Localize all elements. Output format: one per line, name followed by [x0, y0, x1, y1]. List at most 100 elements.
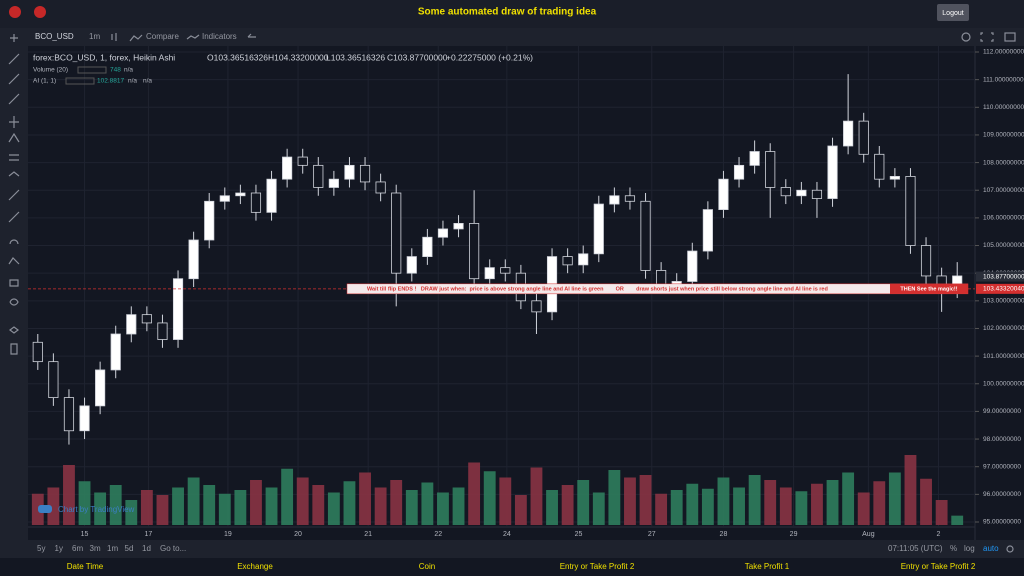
period[interactable]: 5y: [37, 544, 45, 553]
candle-body: [531, 300, 542, 313]
header-bar: [0, 0, 1024, 28]
legend-volume-value: 748: [110, 67, 121, 74]
watermark[interactable]: Chart by TradingView: [58, 505, 135, 514]
y-tick-label: 111.00000000: [983, 76, 1024, 83]
candle-body: [32, 341, 43, 363]
candle-body: [765, 151, 776, 188]
volume-bar: [437, 492, 449, 525]
period[interactable]: 3m: [90, 544, 101, 553]
legend-change: +0.22275000 (+0.21%): [446, 52, 533, 62]
candle-body: [640, 200, 651, 271]
candle-body: [500, 267, 511, 274]
y-tick-label: 105.00000000: [983, 242, 1024, 249]
candle-body: [235, 192, 246, 197]
legend-buttons[interactable]: [65, 77, 95, 85]
volume-bar: [250, 480, 262, 525]
footer-labels: Date Time Exchange Coin Entry or Take Profi…: [67, 562, 976, 571]
period[interactable]: 6m: [72, 544, 83, 553]
candle-body: [484, 267, 495, 280]
compare[interactable]: Compare: [146, 32, 179, 41]
icon[interactable]: [1004, 32, 1016, 42]
volume-bar: [452, 487, 465, 525]
x-tick-label: 24: [503, 531, 511, 538]
candle-body: [624, 195, 636, 202]
volume-bar: [218, 493, 231, 525]
candle-body: [172, 278, 184, 340]
icon[interactable]: [961, 32, 971, 42]
volume-bar: [265, 487, 278, 525]
candle-body: [858, 120, 869, 155]
volume-bar: [31, 493, 44, 525]
symbol[interactable]: BCO_USD: [35, 32, 74, 41]
volume-bar: [156, 495, 169, 525]
y-tick-label: 107.00000000: [983, 187, 1024, 194]
percent[interactable]: %: [950, 544, 957, 553]
price-label: 103.43320040: [983, 286, 1024, 293]
volume-bar: [109, 485, 122, 525]
volume-bar: [359, 472, 371, 525]
volume-bar: [577, 480, 590, 525]
candle-body: [469, 223, 480, 280]
candle-body: [609, 195, 620, 205]
logout-label[interactable]: Logout: [942, 10, 963, 17]
candle-body: [95, 369, 106, 407]
interval[interactable]: 1m: [89, 32, 100, 41]
volume-bar: [670, 490, 683, 525]
candle-body: [702, 209, 713, 252]
volume-bar: [78, 481, 91, 525]
candle-body: [188, 239, 199, 280]
volume-bar: [811, 483, 823, 525]
logo: [34, 6, 46, 18]
icon: [10, 34, 18, 42]
left-toolbar: [0, 46, 28, 558]
indicators[interactable]: Indicators: [202, 32, 237, 41]
log[interactable]: log: [964, 544, 975, 553]
x-tick-label: 19: [224, 531, 232, 538]
legend-ai-value: 102.8817: [97, 78, 124, 85]
icon[interactable]: [980, 32, 994, 42]
goto[interactable]: Go to...: [160, 544, 186, 553]
volume-bar: [47, 487, 60, 525]
volume-bar: [561, 485, 574, 525]
icon[interactable]: [1006, 545, 1014, 553]
candle-body: [344, 164, 355, 180]
legend-buttons[interactable]: [77, 66, 107, 74]
price-label-box: [976, 271, 1024, 282]
period[interactable]: 1m: [107, 544, 118, 553]
logout-button[interactable]: [937, 4, 969, 21]
x-tick-label: 25: [575, 531, 583, 538]
x-tick-label: 29: [790, 531, 798, 538]
y-tick-label: 112.00000000: [983, 49, 1024, 56]
candle-body: [593, 203, 604, 255]
price-label-box: [976, 283, 1024, 294]
y-tick-label: 95.00000000: [983, 519, 1021, 526]
auto[interactable]: auto: [983, 544, 999, 553]
x-tick-label: 17: [145, 531, 153, 538]
candle-body: [157, 322, 168, 340]
period[interactable]: 5d: [125, 544, 134, 553]
candle-body: [843, 120, 854, 147]
icon: [111, 33, 117, 41]
volume-bar: [733, 487, 745, 525]
period[interactable]: 1y: [55, 544, 63, 553]
period[interactable]: 1d: [142, 544, 151, 553]
x-tick-label: 22: [434, 531, 442, 538]
volume-bar: [187, 477, 200, 525]
volume-bar: [842, 472, 855, 525]
volume-bar: [717, 477, 730, 525]
volume-bar: [312, 485, 325, 525]
volume-bar: [795, 491, 808, 525]
legend-high: H104.33200000: [268, 52, 329, 62]
legend-open: O103.36516326: [207, 52, 268, 62]
candle-body: [375, 181, 386, 194]
candle-body: [204, 200, 215, 241]
legend-na: n/a: [143, 78, 152, 85]
candle-body: [313, 164, 324, 188]
candle-body: [453, 223, 464, 230]
volume-bar: [873, 481, 886, 525]
candle-body: [250, 192, 262, 213]
volume-bar: [639, 475, 652, 525]
x-tick-label: 2: [937, 531, 941, 538]
annotation-end-box: [890, 283, 968, 294]
